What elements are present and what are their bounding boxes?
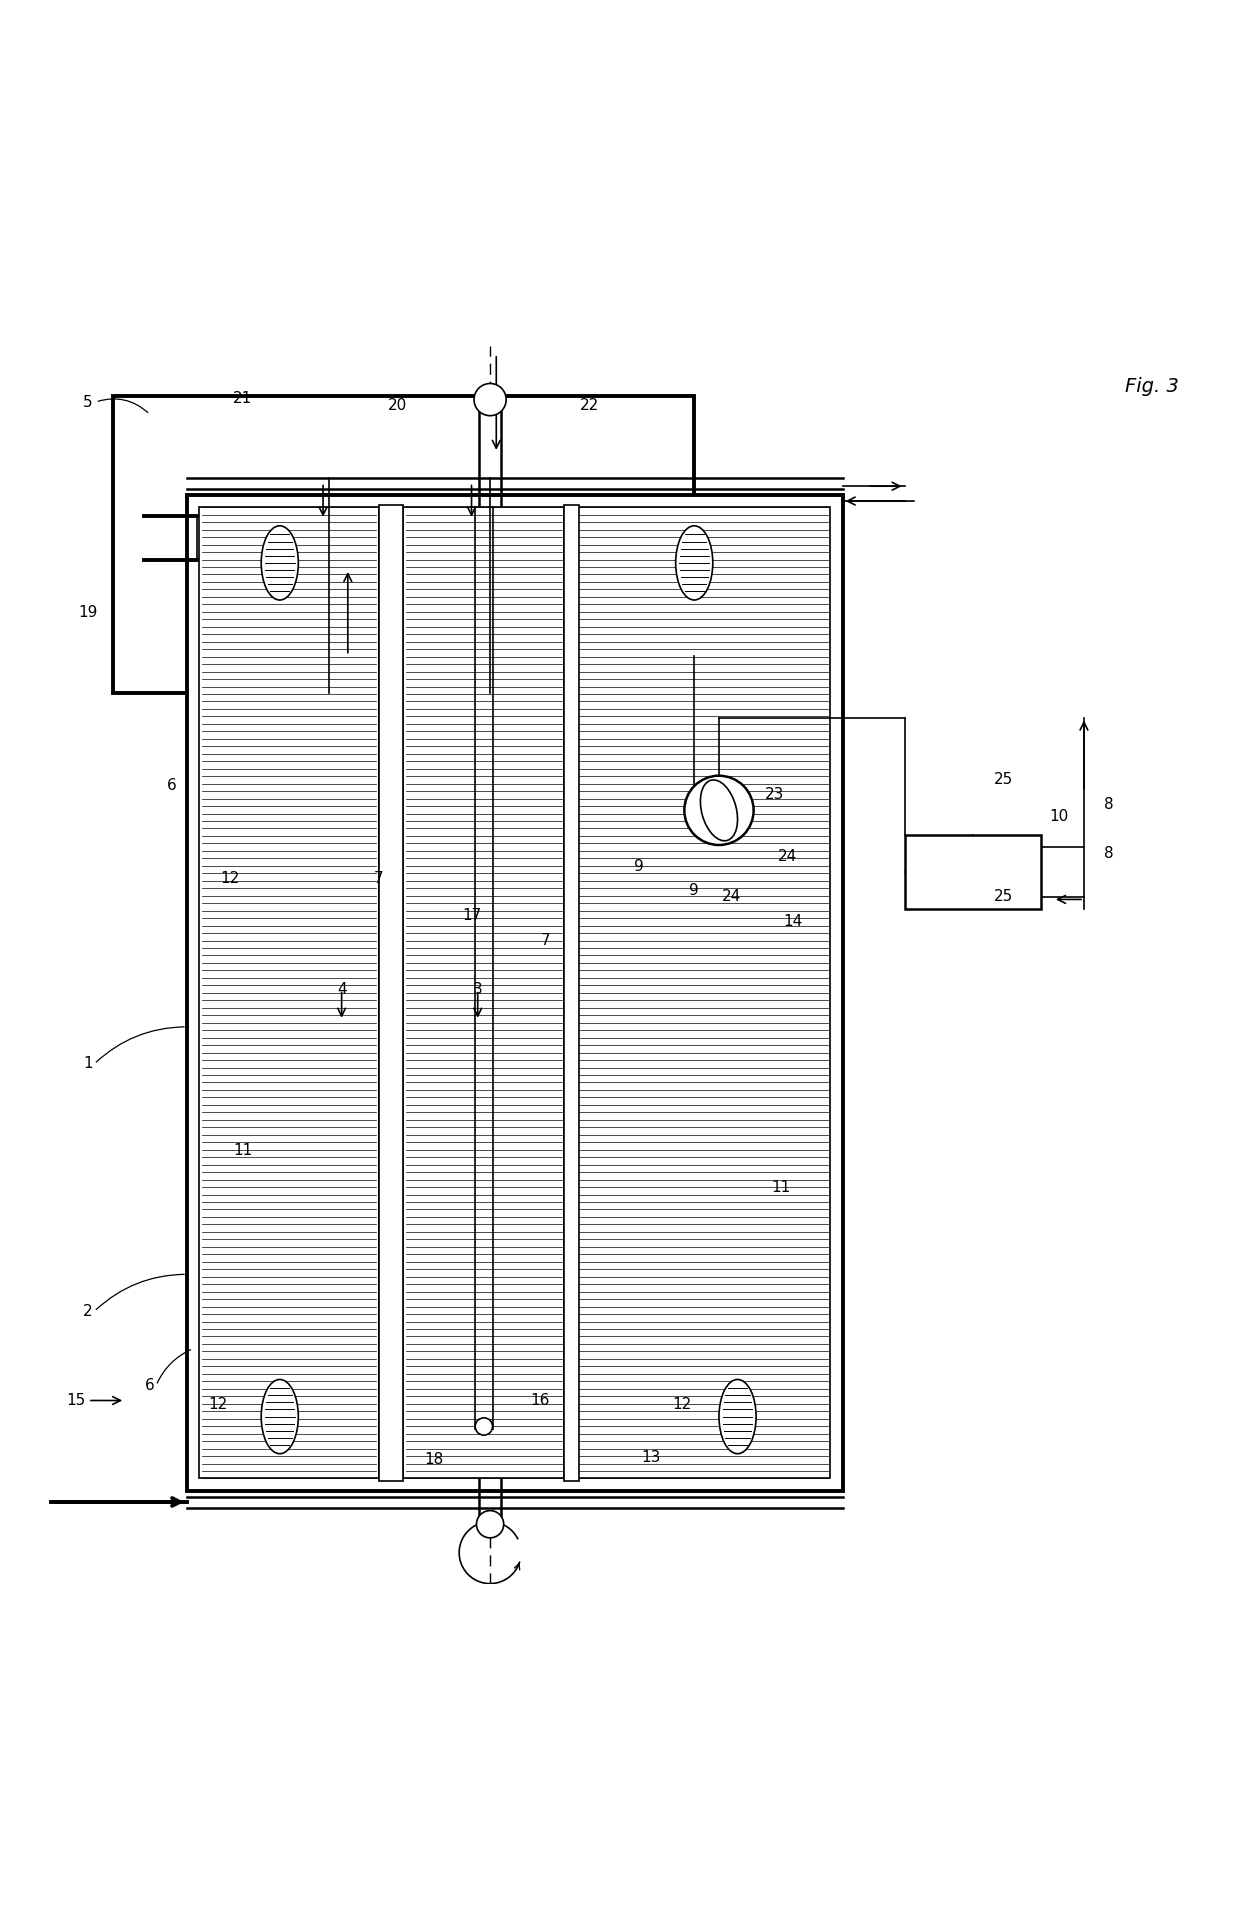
Ellipse shape <box>719 1380 756 1453</box>
Bar <box>904 836 1040 909</box>
Text: 24: 24 <box>777 849 796 863</box>
Text: 14: 14 <box>784 915 802 928</box>
Circle shape <box>684 776 754 845</box>
Text: 8: 8 <box>1104 797 1114 813</box>
Text: 1: 1 <box>83 1056 93 1071</box>
Text: 8: 8 <box>1104 845 1114 861</box>
Text: 12: 12 <box>221 870 239 886</box>
Text: 13: 13 <box>641 1449 661 1465</box>
Text: 3: 3 <box>472 982 482 998</box>
Text: 6: 6 <box>145 1378 155 1393</box>
Bar <box>113 396 694 693</box>
Bar <box>200 508 378 1478</box>
Text: 15: 15 <box>66 1393 86 1409</box>
Text: 23: 23 <box>765 787 785 801</box>
Text: 12: 12 <box>208 1397 227 1411</box>
Text: 10: 10 <box>1049 809 1069 824</box>
Ellipse shape <box>701 780 738 841</box>
Circle shape <box>476 1511 503 1538</box>
Text: 17: 17 <box>463 907 481 923</box>
Text: 24: 24 <box>722 890 742 905</box>
Text: 2: 2 <box>83 1305 93 1318</box>
Text: 7: 7 <box>374 870 383 886</box>
Text: 11: 11 <box>771 1181 790 1195</box>
Text: 12: 12 <box>672 1397 692 1411</box>
Text: Fig. 3: Fig. 3 <box>1125 378 1179 396</box>
Text: 7: 7 <box>541 932 551 948</box>
Circle shape <box>475 1419 492 1436</box>
Ellipse shape <box>262 525 299 600</box>
Text: 25: 25 <box>994 890 1013 905</box>
Ellipse shape <box>262 1380 299 1453</box>
Bar <box>479 409 501 1515</box>
Text: 20: 20 <box>388 398 407 413</box>
Bar <box>378 506 403 1480</box>
Text: 21: 21 <box>233 392 252 405</box>
Text: 22: 22 <box>579 398 599 413</box>
Text: 9: 9 <box>689 884 699 897</box>
Text: 5: 5 <box>83 394 93 409</box>
Bar <box>564 506 579 1480</box>
Circle shape <box>474 384 506 415</box>
Bar <box>187 494 843 1490</box>
Text: 9: 9 <box>634 859 644 874</box>
Text: 4: 4 <box>337 982 346 998</box>
Text: 18: 18 <box>425 1453 444 1467</box>
Text: 6: 6 <box>167 778 177 793</box>
Text: 16: 16 <box>529 1393 549 1409</box>
Bar <box>403 508 564 1478</box>
Ellipse shape <box>676 525 713 600</box>
Text: 11: 11 <box>233 1143 252 1158</box>
Bar <box>577 508 831 1478</box>
Text: 25: 25 <box>994 772 1013 787</box>
Text: 19: 19 <box>78 604 98 620</box>
